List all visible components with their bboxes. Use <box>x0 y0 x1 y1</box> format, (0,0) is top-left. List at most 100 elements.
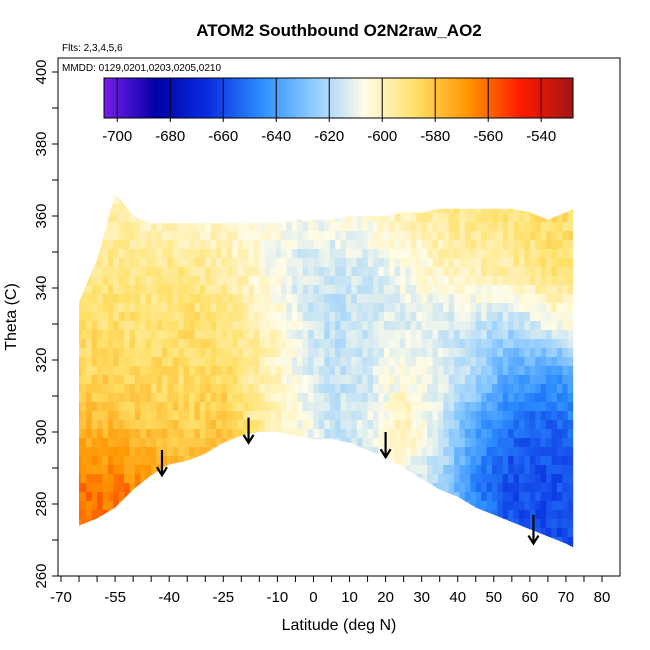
heatmap-cell <box>373 230 379 240</box>
heatmap-cell <box>437 302 444 312</box>
heatmap-cell <box>172 329 179 339</box>
heatmap-cell <box>454 428 461 438</box>
heatmap-cell <box>519 365 525 375</box>
heatmap-cell <box>80 230 87 240</box>
heatmap-cell <box>324 203 331 213</box>
heatmap-cell <box>79 212 82 222</box>
heatmap-cell <box>324 473 331 483</box>
heatmap-cell <box>443 275 450 285</box>
heatmap-cell <box>410 401 417 411</box>
heatmap-cell <box>243 473 250 483</box>
heatmap-cell <box>113 311 120 321</box>
heatmap-cell <box>448 545 455 548</box>
heatmap-cell <box>102 464 109 474</box>
heatmap-cell <box>486 428 493 438</box>
heatmap-cell <box>329 464 336 474</box>
heatmap-cell <box>221 491 228 501</box>
heatmap-cell <box>502 536 509 546</box>
heatmap-cell <box>308 302 315 312</box>
heatmap-cell <box>286 194 293 195</box>
heatmap-cell <box>324 527 331 537</box>
heatmap-cell <box>162 194 168 204</box>
heatmap-cell <box>470 536 477 546</box>
heatmap-cell <box>513 365 520 375</box>
heatmap-cell <box>156 302 163 312</box>
heatmap-cell <box>79 257 82 267</box>
heatmap-cell <box>270 338 277 348</box>
heatmap-cell <box>178 437 185 447</box>
heatmap-cell <box>383 221 390 231</box>
heatmap-cell <box>502 446 509 456</box>
heatmap-cell <box>270 437 277 447</box>
heatmap-cell <box>313 500 320 510</box>
colorbar-segment <box>139 78 144 118</box>
heatmap-cell <box>151 248 158 258</box>
heatmap-cell <box>124 194 131 204</box>
heatmap-cell <box>475 428 482 438</box>
heatmap-cell <box>199 437 206 447</box>
heatmap-cell <box>508 473 515 483</box>
heatmap-cell <box>367 329 374 339</box>
heatmap-cell <box>291 194 298 195</box>
heatmap-cell <box>427 284 434 294</box>
heatmap-cell <box>373 437 379 447</box>
heatmap-cell <box>383 446 390 456</box>
heatmap-cell <box>270 320 277 330</box>
heatmap-cell <box>448 266 455 276</box>
heatmap-cell <box>156 293 163 303</box>
heatmap-cell <box>291 500 298 510</box>
heatmap-cell <box>492 284 498 294</box>
heatmap-cell <box>567 509 574 519</box>
chart-title: ATOM2 Southbound O2N2raw_AO2 <box>196 21 482 40</box>
heatmap-cell <box>275 302 282 312</box>
heatmap-cell <box>573 401 579 411</box>
heatmap-cell <box>270 248 277 258</box>
heatmap-cell <box>437 527 444 537</box>
heatmap-cell <box>270 428 277 438</box>
heatmap-cell <box>302 509 309 519</box>
heatmap-cell <box>345 311 352 321</box>
heatmap-cell <box>519 455 525 465</box>
heatmap-cell <box>540 356 547 366</box>
colorbar-segment <box>533 78 539 118</box>
heatmap-cell <box>367 446 374 456</box>
heatmap-cell <box>178 266 185 276</box>
heatmap-cell <box>124 302 131 312</box>
heatmap-cell <box>556 347 563 357</box>
flights-label: Flts: 2,3,4,5,6 <box>62 43 123 54</box>
heatmap-cell <box>540 437 547 447</box>
heatmap-cell <box>189 275 195 285</box>
heatmap-cell <box>405 365 412 375</box>
heatmap-cell <box>513 473 520 483</box>
heatmap-cell <box>567 257 574 267</box>
heatmap-cell <box>373 401 379 411</box>
heatmap-cell <box>210 491 217 501</box>
heatmap-cell <box>497 446 504 456</box>
heatmap-cell <box>432 347 439 357</box>
heatmap-cell <box>113 374 120 384</box>
heatmap-cell <box>232 230 239 240</box>
heatmap-cell <box>102 284 109 294</box>
heatmap-cell <box>134 212 141 222</box>
heatmap-cell <box>134 257 141 267</box>
heatmap-cell <box>378 212 385 222</box>
heatmap-cell <box>481 239 488 249</box>
heatmap-cell <box>221 248 228 258</box>
heatmap-cell <box>497 356 504 366</box>
colorbar-segment <box>447 78 453 118</box>
heatmap-cell <box>264 437 271 447</box>
heatmap-cell <box>156 446 163 456</box>
heatmap-cell <box>562 275 569 285</box>
heatmap-cell <box>562 356 569 366</box>
heatmap-cell <box>394 491 401 501</box>
heatmap-cell <box>210 194 217 195</box>
heatmap-cell <box>134 275 141 285</box>
heatmap-cell <box>156 257 163 267</box>
heatmap-cell <box>134 482 141 492</box>
heatmap-cell <box>356 428 363 438</box>
heatmap-cell <box>513 518 520 528</box>
heatmap-cell <box>145 446 152 456</box>
colorbar-segment <box>459 78 465 118</box>
heatmap-cell <box>459 482 466 492</box>
heatmap-cell <box>481 473 488 483</box>
